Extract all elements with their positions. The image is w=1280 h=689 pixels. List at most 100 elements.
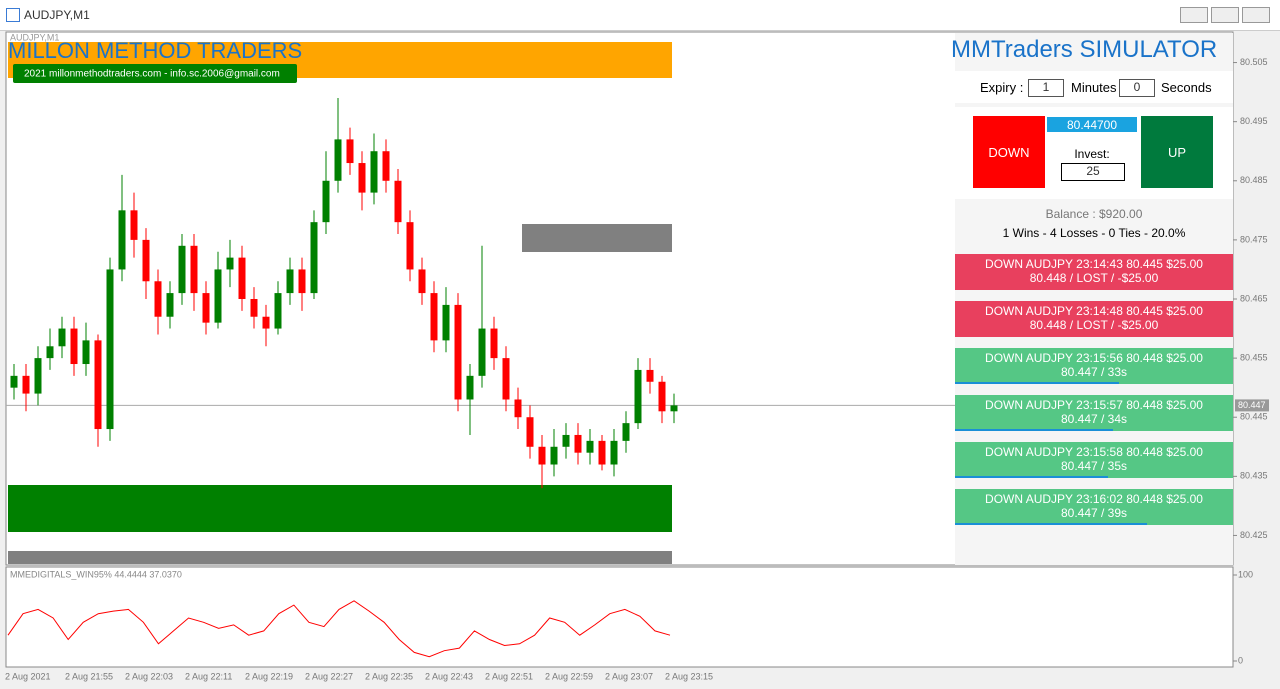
indicator-pane — [5, 566, 1234, 668]
candle-body — [94, 340, 102, 430]
progress-bar — [955, 476, 1108, 478]
window-icon — [6, 8, 20, 22]
candle-body — [34, 358, 42, 394]
candle-body — [58, 328, 66, 347]
candle-body — [502, 358, 510, 400]
candle-body — [346, 139, 354, 164]
candle-body — [190, 245, 198, 294]
progress-bar — [955, 523, 1147, 525]
candle-body — [562, 434, 570, 447]
balance: Balance : $920.00 — [1045, 207, 1143, 221]
x-tick-label: 2 Aug 22:03 — [125, 671, 173, 681]
trade-entry: DOWN AUDJPY 23:14:48 80.445 $25.00 80.448… — [955, 301, 1233, 337]
y-tick-label: 100 — [1238, 569, 1253, 579]
trade-entry: DOWN AUDJPY 23:15:57 80.448 $25.00 80.447… — [955, 395, 1233, 431]
minutes-input[interactable]: 1 — [1028, 79, 1064, 97]
candle-body — [478, 328, 486, 376]
minutes-label: Minutes — [1071, 80, 1117, 95]
simulator-title: MMTraders SIMULATOR — [951, 36, 1218, 63]
down-button[interactable]: DOWN — [973, 116, 1045, 188]
stats: 1 Wins - 4 Losses - 0 Ties - 20.0% — [1002, 226, 1186, 240]
candle-body — [646, 369, 654, 382]
x-tick-label: 2 Aug 22:43 — [425, 671, 473, 681]
y-tick-label: 80.485 — [1240, 175, 1268, 185]
indicator-line — [7, 600, 671, 658]
indicator-label: MMEDIGITALS_WIN95% 44.4444 37.0370 — [10, 569, 182, 579]
trade-entry: DOWN AUDJPY 23:15:58 80.448 $25.00 80.447… — [955, 442, 1233, 478]
candle-body — [166, 293, 174, 317]
trade-text: DOWN AUDJPY 23:15:58 80.448 $25.00 — [985, 445, 1203, 459]
candle-body — [202, 293, 210, 323]
candle-body — [274, 293, 282, 329]
x-tick-label: 2 Aug 22:35 — [365, 671, 413, 681]
candle-body — [418, 269, 426, 294]
candle-body — [154, 281, 162, 317]
candle-body — [586, 440, 594, 453]
y-tick-label: 80.435 — [1240, 471, 1268, 481]
candle-body — [10, 375, 18, 388]
candle-body — [322, 180, 330, 223]
expiry-label: Expiry : — [980, 80, 1024, 95]
trade-text: 80.447 / 34s — [1060, 412, 1128, 426]
trade-text: DOWN AUDJPY 23:15:57 80.448 $25.00 — [985, 398, 1203, 412]
candle-body — [514, 399, 522, 418]
x-tick-label: 2 Aug 22:27 — [305, 671, 353, 681]
candle-body — [286, 269, 294, 294]
candle-body — [382, 151, 390, 181]
expiry-row — [955, 71, 1233, 103]
simulator-panel: MMTraders SIMULATOR Expiry : 1 Minutes 0… — [951, 33, 1233, 565]
trade-text: DOWN AUDJPY 23:14:48 80.445 $25.00 — [985, 304, 1203, 318]
seconds-input[interactable]: 0 — [1119, 79, 1155, 97]
seconds-label: Seconds — [1161, 80, 1212, 95]
y-tick-label: 80.505 — [1240, 57, 1268, 67]
candle-body — [298, 269, 306, 294]
price: 80.44700 — [1047, 117, 1137, 132]
invest-label: Invest: — [1074, 147, 1110, 161]
candle-body — [598, 440, 606, 465]
candle-body — [370, 151, 378, 193]
candle-body — [46, 346, 54, 359]
x-tick-label: 2 Aug 22:59 — [545, 671, 593, 681]
candle-body — [310, 222, 318, 294]
y-tick-label: 80.445 — [1240, 412, 1268, 422]
candle-body — [214, 269, 222, 323]
y-tick-label: 80.425 — [1240, 530, 1268, 540]
candle-body — [526, 417, 534, 447]
trade-text: DOWN AUDJPY 23:15:56 80.448 $25.00 — [985, 351, 1203, 365]
candle-body — [334, 139, 342, 181]
x-tick-label: 2 Aug 23:07 — [605, 671, 653, 681]
contact: 2021 millonmethodtraders.com - info.sc.2… — [24, 69, 280, 80]
candle-body — [538, 446, 546, 465]
close-button[interactable] — [1242, 7, 1270, 23]
candle-body — [430, 293, 438, 341]
trade-entry: DOWN AUDJPY 23:16:02 80.448 $25.00 80.447… — [955, 489, 1233, 525]
candle-body — [22, 375, 30, 394]
maximize-button[interactable] — [1211, 7, 1239, 23]
candle-body — [118, 210, 126, 270]
candle-body — [106, 269, 114, 430]
y-tick-label: 80.465 — [1240, 293, 1268, 303]
candle-body — [226, 257, 234, 270]
candle-body — [466, 375, 474, 400]
progress-bar — [955, 429, 1114, 431]
candle-body — [406, 222, 414, 270]
candle-body — [70, 328, 78, 365]
x-tick-label: 2 Aug 22:51 — [485, 671, 533, 681]
candle-body — [238, 257, 246, 299]
x-tick-label: 2 Aug 22:11 — [185, 671, 232, 681]
candle-body — [670, 405, 678, 412]
trade-text: 80.448 / LOST / -$25.00 — [1029, 318, 1159, 332]
x-tick-label: 2 Aug 23:15 — [665, 671, 713, 681]
up-button[interactable]: UP — [1141, 116, 1213, 188]
zone — [8, 485, 672, 532]
candle-body — [574, 434, 582, 453]
candle-body — [634, 369, 642, 424]
invest-input[interactable]: 25 — [1061, 163, 1125, 181]
zone — [522, 224, 672, 252]
price-label: 80.447 — [1238, 400, 1266, 410]
candle-body — [454, 304, 462, 400]
price-badge — [1235, 399, 1269, 412]
zone — [8, 551, 672, 564]
candle-body — [250, 299, 258, 317]
minimize-button[interactable] — [1180, 7, 1208, 23]
